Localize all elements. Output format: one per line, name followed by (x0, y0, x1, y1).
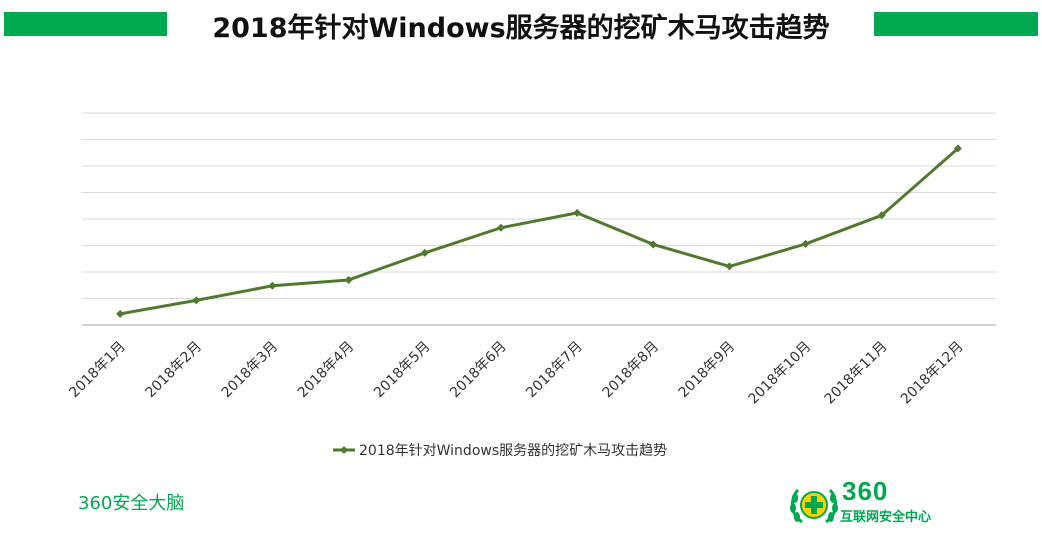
x-tick-label: 2018年6月 (447, 339, 510, 402)
data-point (725, 262, 734, 271)
data-point (649, 240, 658, 249)
x-tick-label: 2018年8月 (599, 339, 662, 402)
x-tick-label: 2018年12月 (898, 339, 967, 408)
data-point (420, 248, 429, 257)
data-point (877, 211, 886, 220)
x-tick-label: 2018年5月 (371, 339, 434, 402)
x-tick-label: 2018年7月 (523, 339, 586, 402)
data-point (801, 239, 810, 248)
series-line (119, 147, 959, 316)
series-group (116, 144, 962, 318)
data-point (953, 144, 962, 153)
data-point (268, 281, 277, 290)
page-title: 2018年针对Windows服务器的挖矿木马攻击趋势 (212, 13, 830, 44)
legend-label: 2018年针对Windows服务器的挖矿木马攻击趋势 (359, 443, 667, 459)
x-tick-label: 2018年3月 (219, 339, 282, 402)
x-tick-label: 2018年2月 (142, 339, 205, 402)
logo-caption: 互联网安全中心 (840, 510, 932, 525)
legend: 2018年针对Windows服务器的挖矿木马攻击趋势 (333, 443, 667, 459)
data-point (344, 275, 353, 284)
laurel-cross-icon (790, 488, 838, 524)
x-tick-label: 2018年9月 (676, 339, 739, 402)
data-point (116, 309, 125, 318)
title-accent-bar-right (874, 12, 1038, 36)
x-tick-labels: 2018年1月 2018年2月 2018年3月 2018年4月 2018年5月 2018年… (66, 339, 966, 408)
x-tick-label: 2018年1月 (66, 339, 129, 402)
data-point (496, 223, 505, 232)
x-tick-label: 2018年11月 (822, 339, 891, 408)
brand-text: 360安全大脑 (78, 493, 185, 514)
legend-marker (340, 446, 348, 454)
data-point (192, 296, 201, 305)
company-logo: 360 互联网安全中心 (788, 476, 968, 528)
x-tick-label: 2018年10月 (746, 339, 815, 408)
logo-number: 360 (842, 476, 889, 506)
title-accent-bar-left (4, 12, 167, 36)
x-tick-label: 2018年4月 (295, 339, 358, 402)
data-point (573, 208, 582, 217)
